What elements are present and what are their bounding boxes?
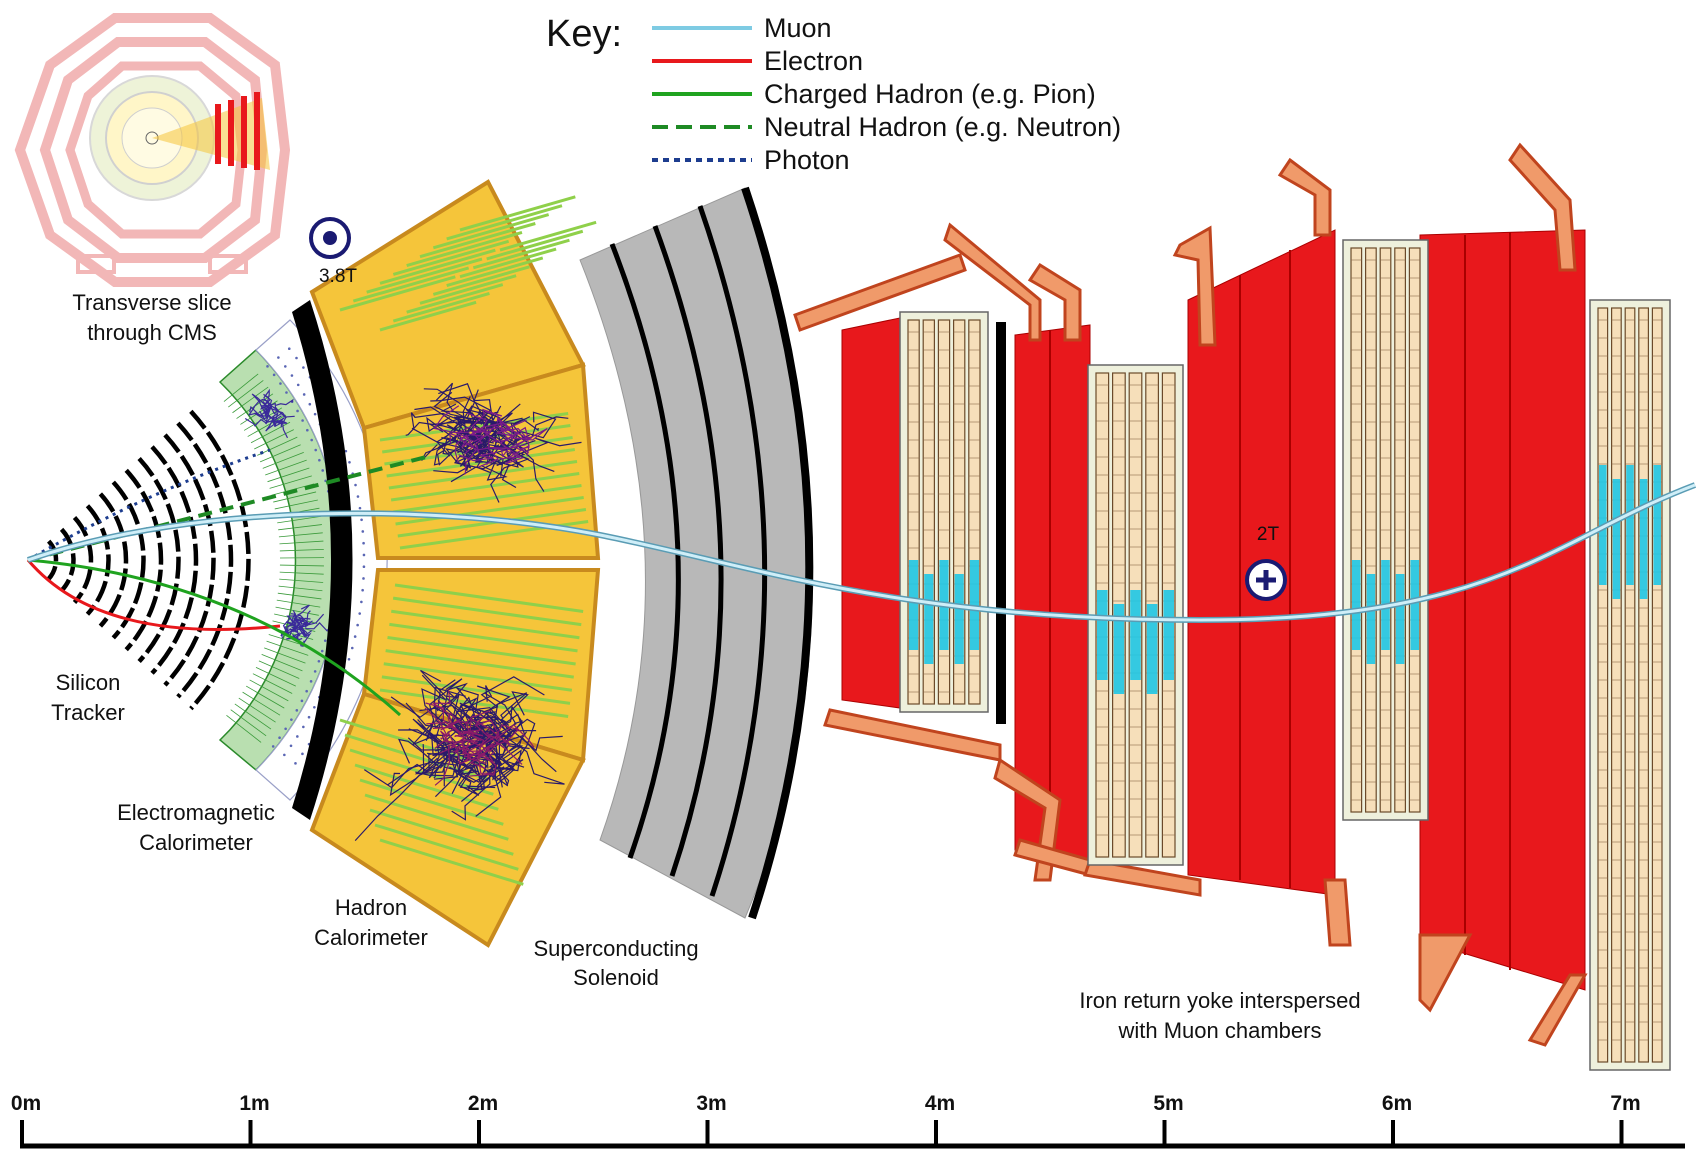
scale-label: 6m xyxy=(1382,1092,1412,1115)
tracker-layer xyxy=(137,457,181,663)
label-yoke-1: Iron return yoke interspersed xyxy=(1079,988,1360,1013)
legend-label: Electron xyxy=(764,46,863,76)
label-transverse-1: Transverse slice xyxy=(72,290,231,315)
label-ecal-1: Electromagnetic xyxy=(117,800,275,825)
field-indicator-inner: 3.8T xyxy=(309,217,357,287)
particle-tracks xyxy=(26,448,1697,717)
tracker-layer xyxy=(98,492,129,628)
label-tracker-1: Silicon xyxy=(56,670,121,695)
legend-title: Key: xyxy=(546,13,622,55)
label-hcal-1: Hadron xyxy=(335,895,407,920)
label-transverse-2: through CMS xyxy=(87,320,217,345)
label-tracker-2: Tracker xyxy=(51,700,125,725)
field-value-outer: 2T xyxy=(1257,524,1280,545)
tracker-layer xyxy=(189,409,251,711)
muon-chambers xyxy=(899,239,1671,1071)
tracker-layer xyxy=(59,527,76,593)
legend-label: Photon xyxy=(764,145,850,175)
scale-label: 7m xyxy=(1610,1092,1640,1115)
silicon-tracker xyxy=(46,409,251,711)
component-labels: Transverse slice through CMS Silicon Tra… xyxy=(51,290,1361,1043)
scale-label: 0m xyxy=(11,1092,41,1115)
tracker-layer xyxy=(176,421,234,699)
label-yoke-2: with Muon chambers xyxy=(1118,1018,1322,1043)
tracker-layer xyxy=(150,445,199,675)
scale-label: 4m xyxy=(925,1092,955,1115)
field-indicator-outer: 2T xyxy=(1245,524,1287,601)
scale-label: 3m xyxy=(696,1092,726,1115)
label-solenoid-1: Superconducting xyxy=(533,936,698,961)
scale-label: 5m xyxy=(1153,1092,1183,1115)
legend-label: Neutral Hadron (e.g. Neutron) xyxy=(764,112,1121,142)
transverse-slice-inset xyxy=(14,13,291,287)
tracker-layer xyxy=(72,516,94,604)
distance-scale: 0m 1m 2m 3m 4m 5m 6m 7m xyxy=(11,1092,1685,1149)
tracker-layer xyxy=(111,480,146,640)
scale-label: 1m xyxy=(239,1092,269,1115)
legend-label: Muon xyxy=(764,13,832,43)
scale-label: 2m xyxy=(468,1092,498,1115)
superconducting-solenoid xyxy=(579,186,814,920)
label-solenoid-2: Solenoid xyxy=(573,965,659,990)
tracker-layer xyxy=(46,539,59,581)
particle-showers xyxy=(244,382,582,842)
tracker-layer xyxy=(163,433,216,687)
tracker-layer xyxy=(124,468,164,652)
label-ecal-2: Calorimeter xyxy=(139,830,253,855)
tracker-layer xyxy=(85,504,111,616)
legend-label: Charged Hadron (e.g. Pion) xyxy=(764,79,1096,109)
label-hcal-2: Calorimeter xyxy=(314,925,428,950)
field-value-inner: 3.8T xyxy=(319,266,357,287)
